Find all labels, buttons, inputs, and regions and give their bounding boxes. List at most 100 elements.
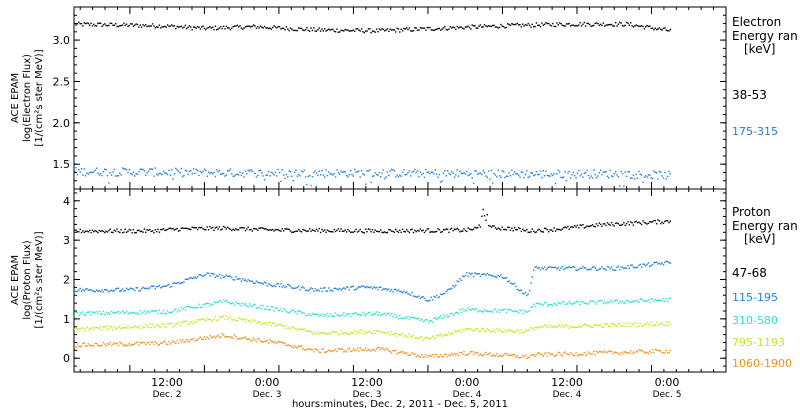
data-point-47-68 <box>429 231 431 233</box>
data-point-1060-1900 <box>545 352 547 354</box>
data-point-175-315 <box>442 172 445 174</box>
data-point-47-68 <box>356 231 359 233</box>
data-point-175-315 <box>528 175 531 178</box>
data-point-310-580 <box>530 306 532 308</box>
data-point-795-1193 <box>609 326 611 328</box>
data-point-47-68 <box>324 229 326 231</box>
data-point-1060-1900 <box>528 356 531 359</box>
data-point-115-195 <box>125 287 128 289</box>
data-point-47-68 <box>261 227 263 229</box>
data-point-47-68 <box>478 224 480 226</box>
data-point-175-315 <box>363 174 365 176</box>
data-point-1060-1900 <box>91 345 94 347</box>
data-point-115-195 <box>89 289 91 291</box>
data-point-175-315 <box>620 170 622 173</box>
data-point-1060-1900 <box>598 351 600 353</box>
data-point-310-580 <box>448 316 450 318</box>
data-point-38-53 <box>474 25 476 27</box>
data-point-175-315 <box>251 170 253 172</box>
data-point-115-195 <box>479 275 482 278</box>
data-point-310-580 <box>83 314 85 316</box>
data-point-115-195 <box>621 266 624 269</box>
data-point-795-1193 <box>154 327 156 329</box>
data-point-175-315 <box>533 174 535 177</box>
data-point-115-195 <box>429 299 431 302</box>
data-point-795-1193 <box>374 332 376 335</box>
data-point-115-195 <box>201 274 203 277</box>
data-point-115-195 <box>227 275 229 277</box>
data-point-38-53 <box>341 29 344 32</box>
data-point-310-580 <box>188 306 191 308</box>
data-point-47-68 <box>196 228 199 231</box>
data-point-175-315 <box>302 171 304 173</box>
data-point-38-53 <box>265 27 267 29</box>
data-point-115-195 <box>530 282 532 284</box>
data-point-795-1193 <box>393 333 396 335</box>
data-point-47-68 <box>229 228 232 231</box>
data-point-115-195 <box>567 267 569 269</box>
data-point-47-68 <box>595 223 598 225</box>
data-point-47-68 <box>109 228 111 230</box>
data-point-115-195 <box>542 268 544 270</box>
x-tick-label-1-time: 12:00 <box>151 376 183 389</box>
data-point-175-315 <box>150 168 152 170</box>
data-point-47-68 <box>524 230 527 232</box>
data-point-115-195 <box>196 276 199 278</box>
data-point-795-1193 <box>322 332 324 334</box>
data-point-47-68 <box>512 230 514 232</box>
data-point-1060-1900 <box>263 340 266 343</box>
x-tick-label-5-time: 12:00 <box>551 376 583 389</box>
data-point-47-68 <box>422 229 424 231</box>
data-point-175-315 <box>291 175 293 178</box>
data-point-115-195 <box>378 286 380 289</box>
data-point-175-315 <box>119 172 121 174</box>
data-point-38-53 <box>110 22 113 25</box>
data-point-795-1193 <box>430 337 432 339</box>
data-point-47-68 <box>147 229 150 231</box>
data-point-115-195 <box>642 263 644 265</box>
data-point-47-68 <box>475 227 477 229</box>
data-point-47-68 <box>561 228 564 230</box>
data-point-175-315 <box>374 172 376 174</box>
data-point-1060-1900 <box>296 347 299 349</box>
data-point-795-1193 <box>132 326 135 328</box>
data-point-1060-1900 <box>613 351 615 353</box>
data-point-795-1193 <box>334 331 337 334</box>
data-point-47-68 <box>594 226 596 228</box>
data-point-115-195 <box>273 284 275 287</box>
data-point-175-315 <box>545 170 547 173</box>
data-point-38-53 <box>117 25 120 28</box>
x-tick-label-2-date: Dec. 3 <box>253 390 282 400</box>
data-point-310-580 <box>445 314 447 316</box>
data-point-47-68 <box>612 224 614 226</box>
data-point-175-315 <box>339 173 341 175</box>
data-point-175-315 <box>429 173 431 175</box>
data-point-175-315 <box>242 172 244 174</box>
data-point-175-315 <box>367 170 370 172</box>
data-point-175-315 <box>321 170 323 172</box>
data-point-1060-1900 <box>478 354 480 357</box>
data-point-795-1193 <box>543 324 546 326</box>
data-point-310-580 <box>650 298 652 300</box>
data-point-175-315 <box>266 174 268 176</box>
data-point-310-580 <box>289 311 292 313</box>
data-point-38-53 <box>487 25 490 27</box>
data-point-795-1193 <box>113 326 115 328</box>
data-point-310-580 <box>287 311 289 314</box>
data-point-310-580 <box>408 318 411 320</box>
data-point-795-1193 <box>419 336 421 338</box>
data-point-795-1193 <box>649 324 651 326</box>
data-point-175-315 <box>253 184 255 187</box>
data-point-310-580 <box>110 310 113 312</box>
data-point-795-1193 <box>180 322 182 324</box>
data-point-115-195 <box>646 263 648 265</box>
data-point-115-195 <box>166 284 169 286</box>
data-point-38-53 <box>497 27 499 29</box>
data-point-115-195 <box>359 286 361 288</box>
data-point-795-1193 <box>184 320 187 322</box>
data-point-38-53 <box>638 25 640 27</box>
data-point-38-53 <box>623 25 625 27</box>
data-point-175-315 <box>448 172 450 175</box>
data-point-38-53 <box>587 22 590 25</box>
data-point-310-580 <box>559 302 561 304</box>
